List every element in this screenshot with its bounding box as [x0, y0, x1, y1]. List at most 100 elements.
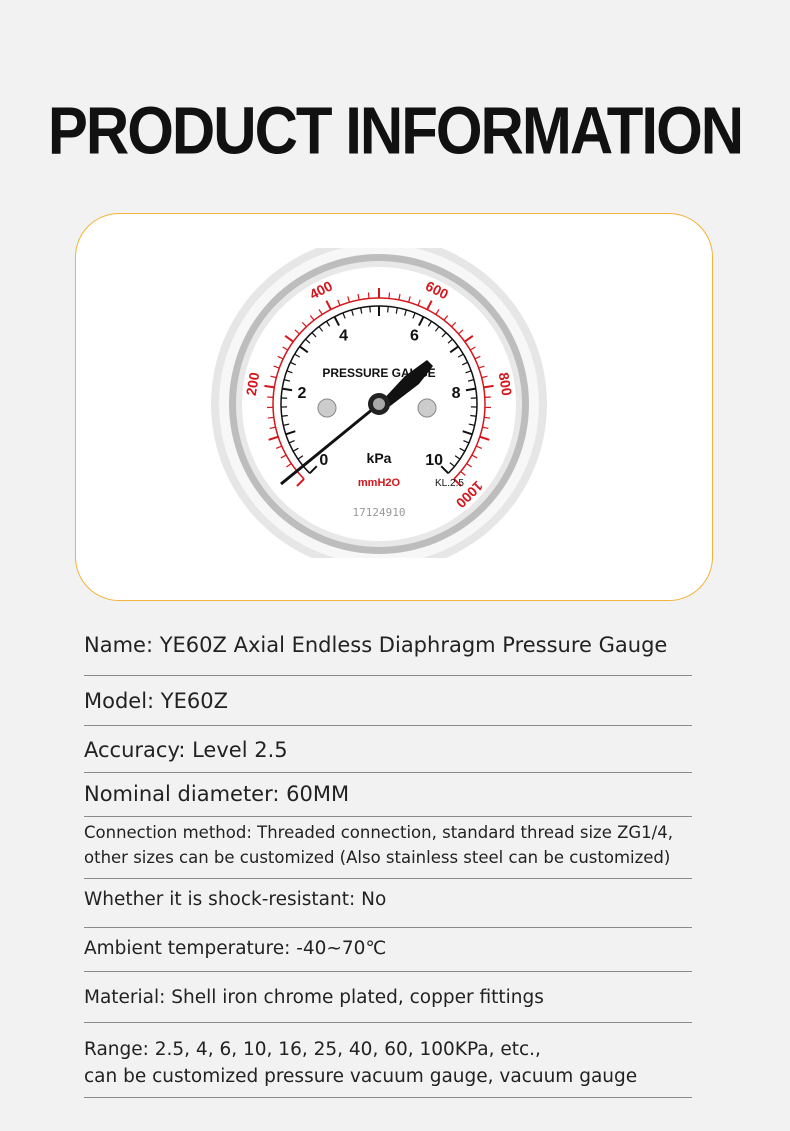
gauge-tick-red: [337, 299, 341, 306]
gauge-tick: [395, 307, 398, 314]
spec-material: Material: Shell iron chrome plated, copp…: [84, 987, 692, 1023]
gauge-tick-red: [407, 296, 411, 303]
gauge-tick-red: [417, 299, 421, 306]
gauge-label-primary: 4: [339, 328, 348, 345]
gauge-tick: [465, 370, 472, 374]
gauge-tick: [369, 306, 371, 313]
gauge-tick-red: [466, 463, 472, 468]
spec-model: Model: YE60Z: [84, 689, 692, 726]
gauge-tick-red: [479, 435, 490, 441]
gauge-tick-red: [267, 416, 274, 419]
spec-accuracy: Accuracy: Level 2.5: [84, 738, 692, 773]
gauge-tick-red: [270, 375, 277, 379]
gauge-tick: [290, 361, 297, 366]
gauge-scale-arc: [272, 297, 486, 480]
gauge-serial: 17124910: [353, 506, 406, 519]
screw-icon: [417, 398, 437, 418]
gauge-tick-red: [451, 321, 457, 328]
gauge-tick: [440, 465, 450, 475]
gauge-tick: [325, 320, 331, 327]
gauge-tick: [427, 320, 433, 327]
gauge-needle: [280, 360, 433, 486]
gauge-tick-red: [426, 300, 433, 311]
gauge-tick-red: [483, 384, 494, 389]
gauge-tick-red: [280, 454, 287, 459]
gauge-tick: [318, 326, 324, 332]
spec-line: Connection method: Threaded connection, …: [84, 823, 673, 842]
gauge-tick-red: [471, 454, 478, 459]
spec-nominal-diameter: Nominal diameter: 60MM: [84, 782, 692, 817]
gauge-tick: [449, 345, 459, 354]
gauge-tick: [465, 387, 476, 392]
gauge-tick: [467, 379, 475, 382]
gauge-tick-red: [478, 365, 485, 369]
gauge-tick-red: [269, 426, 276, 430]
gauge-tick: [387, 306, 389, 313]
gauge-tick: [434, 326, 440, 332]
gauge-tick: [351, 309, 354, 316]
gauge-tick: [342, 312, 346, 319]
gauge-tick: [441, 332, 447, 338]
gauge-tick-red: [476, 445, 483, 450]
gauge-tick: [311, 332, 317, 338]
gauge-tick: [299, 345, 309, 354]
spec-line: Range: 2.5, 4, 6, 10, 16, 25, 40, 60, 10…: [84, 1039, 541, 1060]
gauge-tick-red: [474, 355, 481, 360]
gauge-tick-red: [482, 426, 489, 430]
gauge-label-secondary: 800: [496, 371, 515, 397]
gauge-accuracy-mark: KL.2.5: [435, 478, 464, 489]
gauge-tick-red: [286, 463, 292, 468]
gauge-tick-red: [275, 445, 282, 450]
gauge-label-primary: 10: [425, 452, 443, 469]
gauge-tick: [457, 353, 464, 358]
gauge-tick-red: [318, 309, 323, 315]
gauge-tick-red: [484, 416, 491, 419]
spec-ambient-temperature: Ambient temperature: -40~70℃: [84, 938, 692, 972]
gauge-tick: [468, 423, 475, 426]
gauge-tick: [463, 439, 470, 444]
gauge-tick: [461, 361, 468, 366]
gauge-tick: [294, 353, 301, 358]
spec-range: Range: 2.5, 4, 6, 10, 16, 25, 40, 60, 10…: [84, 1036, 692, 1098]
gauge-tick: [333, 316, 340, 327]
gauge-tick-red: [458, 329, 464, 335]
spec-line: other sizes can be customized (Also stai…: [84, 848, 671, 867]
gauge-tick: [459, 447, 466, 452]
page-title: PRODUCT INFORMATION: [47, 92, 744, 169]
gauge-tick-red: [277, 355, 284, 360]
gauge-tick-red: [453, 478, 462, 487]
gauge-tick: [283, 379, 291, 382]
gauge-tick-red: [398, 293, 401, 300]
spec-connection-method: Connection method: Threaded connection, …: [84, 820, 692, 879]
gauge-tick: [308, 465, 318, 475]
gauge-tick-red: [296, 478, 305, 487]
screw-icon: [317, 398, 337, 418]
gauge-tick: [449, 462, 455, 467]
gauge-tick: [412, 312, 416, 319]
gauge-tick-red: [469, 346, 476, 351]
gauge-tick-red: [325, 300, 332, 311]
gauge-tick: [288, 439, 295, 444]
gauge-label-primary: 8: [452, 385, 461, 402]
gauge-tick-red: [464, 335, 474, 343]
gauge-tick-red: [481, 375, 488, 379]
gauge-tick: [286, 370, 293, 374]
gauge-tick-red: [357, 293, 360, 300]
gauge-tick: [454, 455, 461, 460]
gauge-label-primary: 0: [319, 452, 328, 469]
spec-shock-resistant: Whether it is shock-resistant: No: [84, 889, 692, 928]
gauge-tick-red: [443, 315, 449, 321]
gauge-tick: [283, 423, 290, 426]
gauge-tick-red: [284, 335, 294, 343]
gauge-tick-red: [347, 296, 351, 303]
gauge-tick: [305, 338, 311, 344]
gauge-unit-mmh2o: mmH2O: [358, 477, 401, 489]
gauge-tick-red: [309, 315, 315, 321]
gauge-tick: [404, 309, 407, 316]
gauge-tick: [281, 414, 288, 417]
gauge-tick-red: [435, 309, 440, 315]
spec-name: Name: YE60Z Axial Endless Diaphragm Pres…: [84, 633, 692, 676]
gauge-label-primary: 6: [410, 328, 419, 345]
spec-line: can be customized pressure vacuum gauge,…: [84, 1066, 638, 1087]
